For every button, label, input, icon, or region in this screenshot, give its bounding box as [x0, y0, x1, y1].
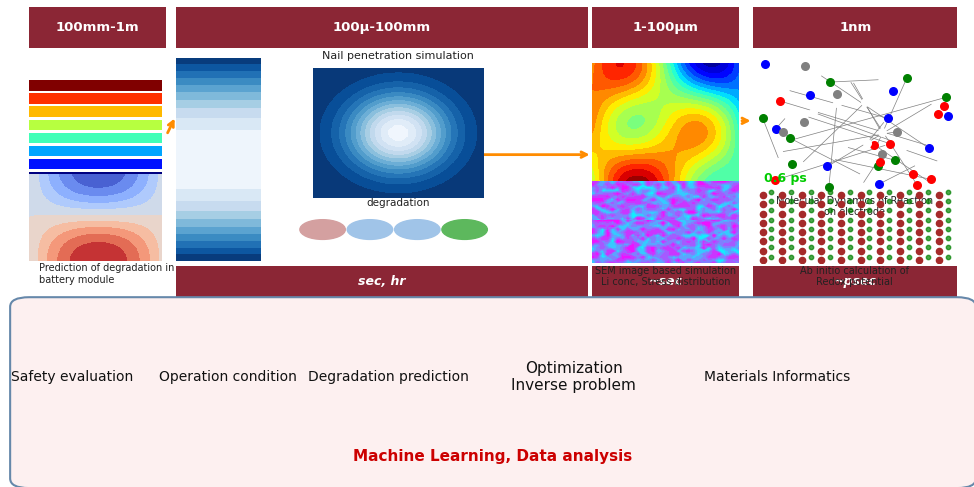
Text: 100 [s]: 100 [s] — [605, 220, 636, 229]
Text: 1-100μm: 1-100μm — [633, 21, 698, 34]
Text: sec, hr: sec, hr — [358, 275, 405, 288]
FancyBboxPatch shape — [754, 7, 957, 48]
Text: Degradation prediction: Degradation prediction — [309, 370, 469, 384]
Text: 50 [s]: 50 [s] — [605, 182, 631, 190]
Text: ~psec: ~psec — [834, 275, 877, 288]
FancyBboxPatch shape — [176, 266, 587, 297]
FancyBboxPatch shape — [592, 266, 739, 297]
Text: Materials Informatics: Materials Informatics — [704, 370, 850, 384]
Text: 1nm: 1nm — [839, 21, 872, 34]
Text: Molecular Dynamics of Reaction
on electrode: Molecular Dynamics of Reaction on electr… — [776, 196, 933, 217]
Text: 100mm-1m: 100mm-1m — [56, 21, 139, 34]
Text: 短絡: 短絡 — [212, 184, 224, 193]
FancyBboxPatch shape — [754, 266, 957, 297]
FancyBboxPatch shape — [176, 7, 587, 48]
Text: Operation condition: Operation condition — [159, 370, 297, 384]
Text: 熱分解反応: 熱分解反応 — [204, 121, 233, 131]
Text: 100μ-100mm: 100μ-100mm — [333, 21, 431, 34]
FancyBboxPatch shape — [592, 7, 739, 48]
Text: Thermal simulation of
battery module: Thermal simulation of battery module — [39, 186, 145, 207]
Text: Nail penetration simulation: Nail penetration simulation — [322, 51, 474, 61]
Text: Safety evaluation: Safety evaluation — [11, 370, 132, 384]
Text: Physics-based modeling of
degradation: Physics-based modeling of degradation — [328, 186, 468, 207]
Text: Li concentration and
reaction distribution: Li concentration and reaction distributi… — [615, 196, 716, 217]
FancyBboxPatch shape — [10, 297, 974, 487]
Text: ~sec: ~sec — [649, 275, 683, 288]
Text: Optimization
Inverse problem: Optimization Inverse problem — [511, 361, 636, 393]
Text: Machine Learning, Data analysis: Machine Learning, Data analysis — [354, 449, 633, 464]
Text: Ab initio calculation of
Redox potential: Ab initio calculation of Redox potential — [801, 266, 909, 287]
Text: Prediction of degradation in
battery module: Prediction of degradation in battery mod… — [39, 263, 174, 285]
Text: SEM image based simulation
Li conc, Stress distribution: SEM image based simulation Li conc, Stre… — [595, 266, 736, 287]
FancyBboxPatch shape — [29, 7, 167, 48]
